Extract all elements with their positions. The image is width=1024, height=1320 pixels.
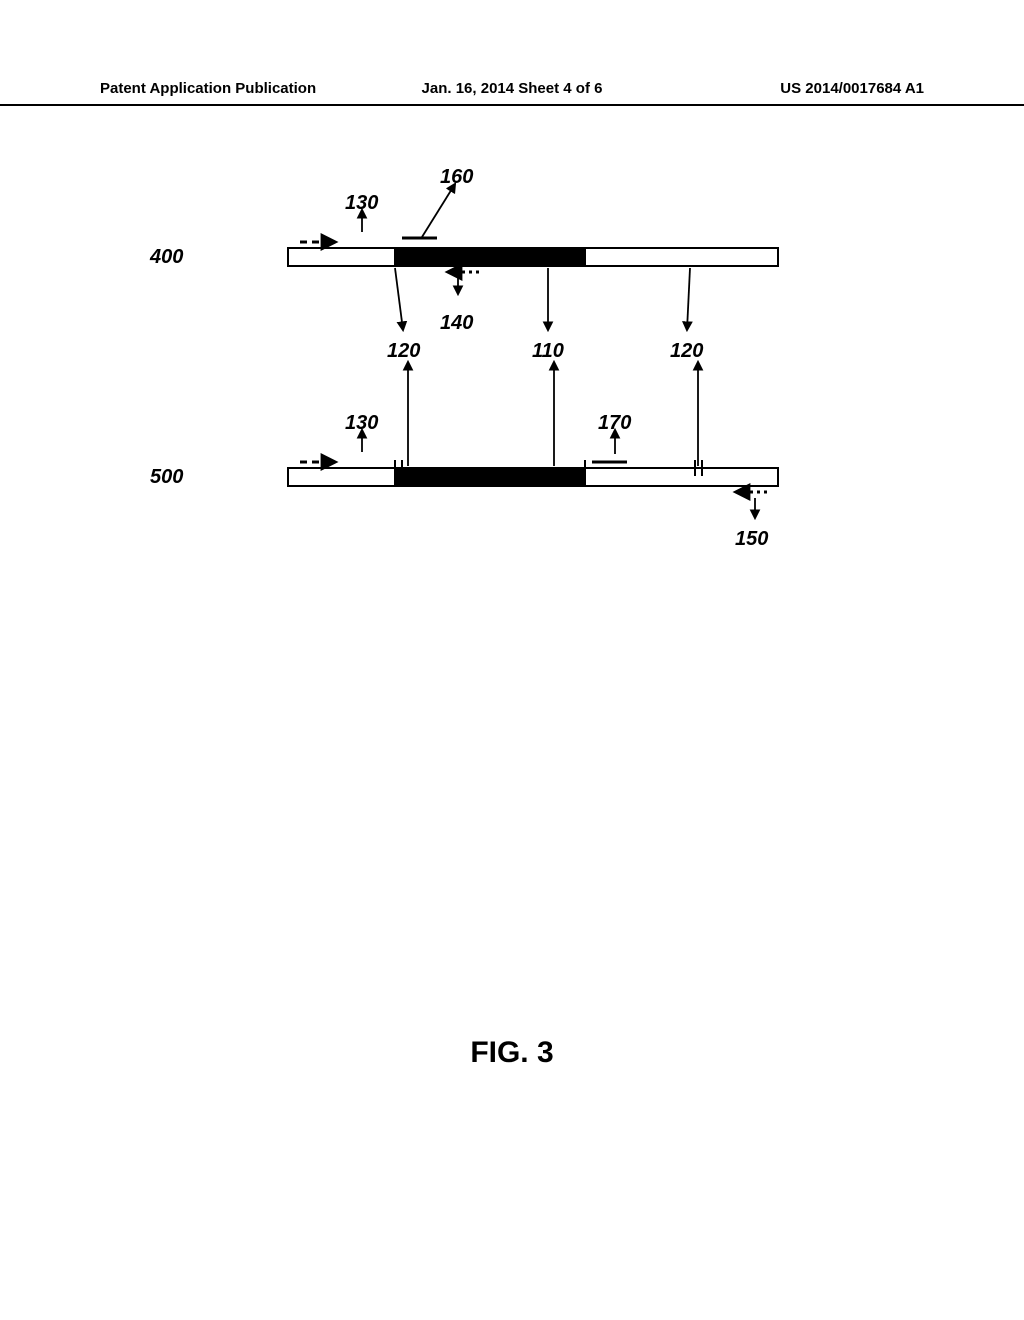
130-label-top: 130: [345, 192, 378, 215]
120-label-left: 120: [387, 340, 420, 363]
120-label-right: 120: [670, 340, 703, 363]
page-header: Patent Application Publication Jan. 16, …: [0, 80, 1024, 97]
170-label: 170: [598, 412, 631, 435]
130-label-bot: 130: [345, 412, 378, 435]
header-left: Patent Application Publication: [100, 80, 375, 97]
diagram-svg: [180, 170, 900, 620]
110-label-top: 110: [532, 340, 564, 363]
header-divider: [0, 104, 1024, 106]
150-label: 150: [735, 528, 768, 551]
160-label: 160: [440, 166, 473, 189]
header-right: US 2014/0017684 A1: [649, 80, 924, 97]
bar-label-500: 500: [150, 466, 183, 489]
figure-caption: FIG. 3: [0, 1036, 1024, 1070]
page: Patent Application Publication Jan. 16, …: [0, 0, 1024, 1320]
figure-3-diagram: 400500160130140120110120130170150: [180, 170, 900, 620]
140-label: 140: [440, 312, 473, 335]
header-center: Jan. 16, 2014 Sheet 4 of 6: [375, 80, 650, 97]
bar-label-400: 400: [150, 246, 183, 269]
